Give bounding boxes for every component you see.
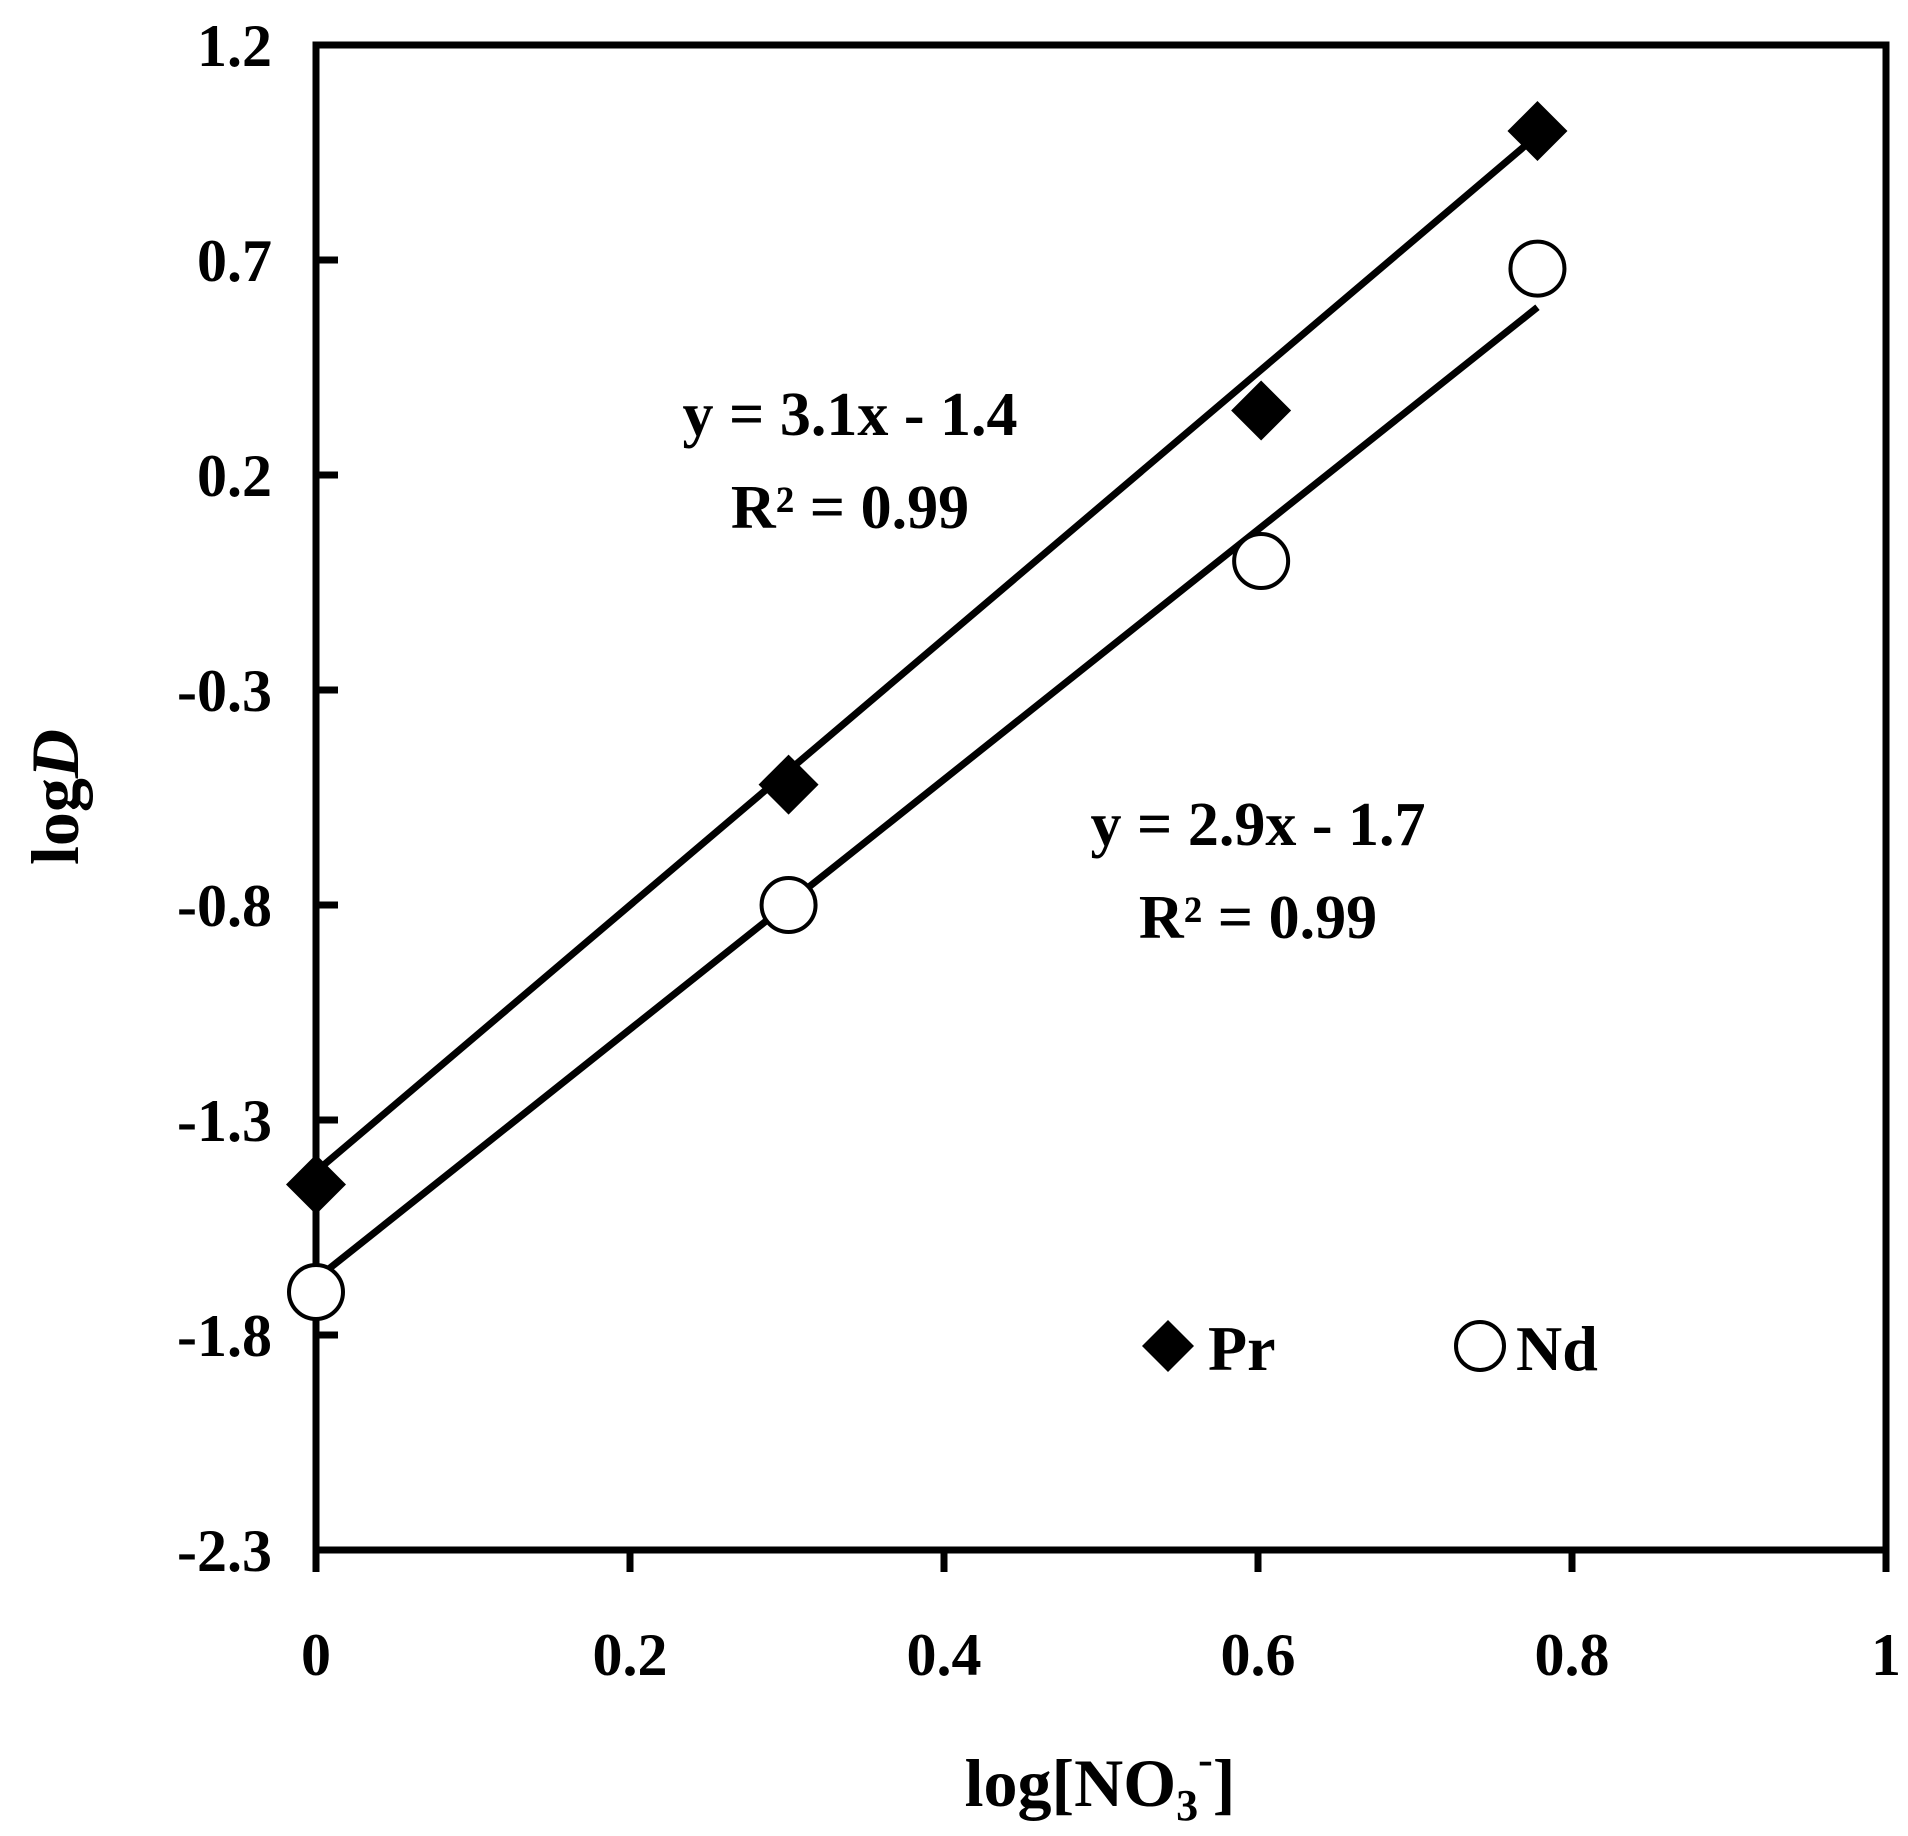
y-tick-label: -2.3 [177,1518,272,1584]
legend-label-pr: Pr [1208,1313,1276,1384]
equation-pr: y = 3.1x - 1.4 [683,381,1018,449]
y-axis: 1.2 0.7 0.2 -0.3 -0.8 -1.3 -1.8 -2.3 [177,13,338,1584]
x-tick-label: 1 [1871,1622,1901,1688]
point-nd [1232,532,1291,590]
legend-label-nd: Nd [1516,1313,1598,1384]
legend-marker-pr [1142,1320,1194,1372]
y-tick-label: -0.3 [177,658,272,724]
y-tick-label: 0.2 [197,443,272,509]
trendlines [313,132,1540,1282]
plot-frame [312,41,1890,1554]
x-axis: 0 0.2 0.4 0.6 0.8 1 [301,1550,1901,1688]
x-tick-label: 0.2 [593,1622,668,1688]
point-pr [758,754,819,815]
trendline-pr [313,132,1540,1175]
y-tick-label: 0.7 [197,228,272,294]
point-pr [1507,101,1568,161]
trendline-nd [313,304,1540,1282]
equation-nd: y = 2.9x - 1.7 [1091,791,1426,859]
r-squared-pr: R² = 0.99 [731,474,969,542]
y-tick-label: -1.8 [177,1303,272,1369]
x-tick-label: 0.4 [907,1622,982,1688]
data-points [286,101,1568,1321]
point-pr [286,1154,346,1215]
r-squared-nd: R² = 0.99 [1139,884,1377,952]
point-nd [287,1263,345,1321]
y-axis-title: logD [17,729,93,865]
point-nd [759,876,818,934]
point-pr [1231,380,1292,441]
legend-marker-nd [1454,1320,1506,1372]
y-tick-label: -0.8 [177,873,272,939]
legend: Pr Nd [1142,1313,1598,1384]
point-nd [1508,239,1567,298]
y-tick-label: 1.2 [197,13,272,79]
y-tick-label: -1.3 [177,1088,272,1154]
x-tick-label: 0 [301,1622,331,1688]
x-axis-title: log[NO3-] [965,1735,1236,1830]
x-tick-label: 0.6 [1221,1622,1296,1688]
x-tick-label: 0.8 [1535,1622,1610,1688]
